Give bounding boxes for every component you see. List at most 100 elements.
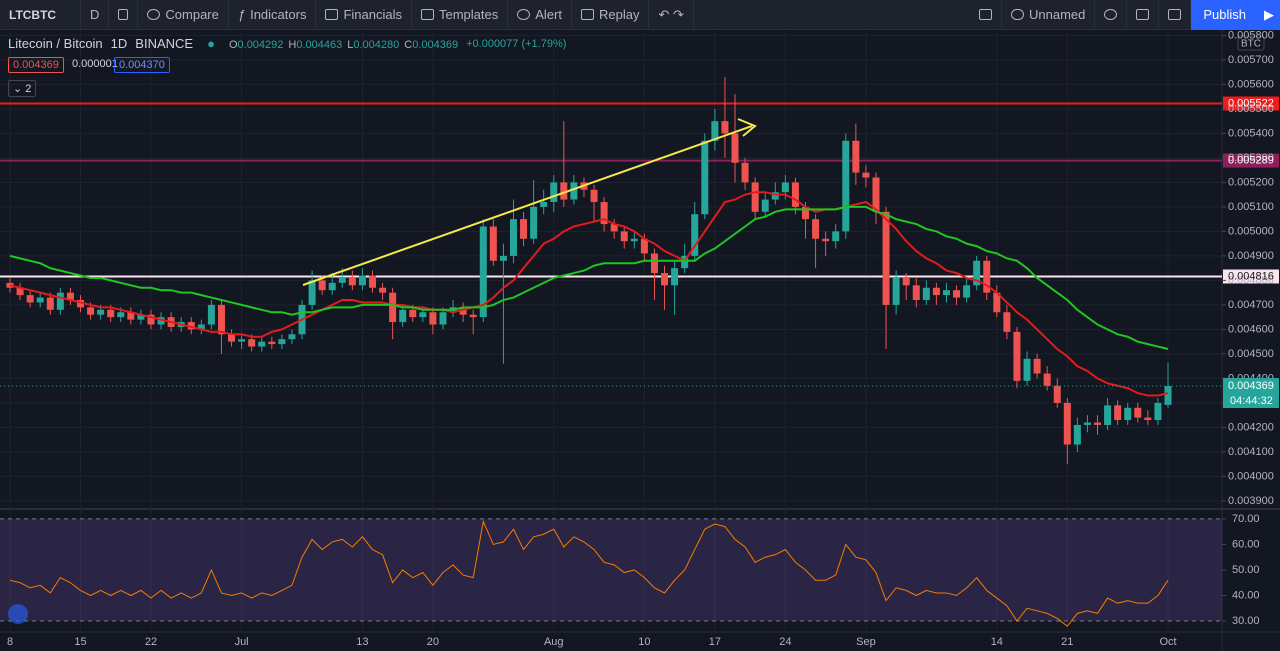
publish[interactable]: Publish (1191, 0, 1258, 30)
indicators-label: Indicators (250, 7, 307, 22)
templates[interactable]: Templates (412, 0, 509, 30)
candle-body (640, 238, 648, 254)
symbol[interactable]: LTCBTC (0, 0, 81, 30)
ohlc-key: H (288, 39, 297, 51)
candle-body (56, 292, 64, 310)
candle-body (731, 133, 739, 163)
candle-body (1104, 405, 1112, 425)
ask: 0.004370 (114, 57, 170, 73)
fx-icon: ƒ (237, 7, 246, 22)
ohlc: O0.004292 H0.004463 L0.004280 C0.004369 (229, 36, 458, 51)
price-label-box (1223, 96, 1279, 111)
candle-body (147, 314, 155, 325)
snapshot[interactable] (1159, 0, 1192, 30)
price-label: 0.004816 (1228, 270, 1274, 282)
candle-body (489, 226, 497, 261)
candle-body (942, 290, 950, 296)
candle-body (66, 292, 74, 301)
candle-body (661, 273, 669, 286)
candle-body (973, 260, 981, 286)
ohlc-item: H0.004463 (288, 36, 342, 51)
candle-body (76, 300, 84, 308)
candle-body (479, 226, 487, 318)
ohlc-item: L0.004280 (347, 36, 399, 51)
x-tick-label: 13 (356, 636, 368, 648)
candle-body (499, 255, 507, 261)
candle-body (399, 309, 407, 323)
candle-body (137, 314, 145, 320)
candle-body (1033, 358, 1041, 374)
candle-body (308, 280, 316, 305)
candle-body (771, 192, 779, 200)
candle-body (429, 312, 437, 325)
candle-body (389, 292, 397, 323)
maximize[interactable] (1127, 0, 1160, 30)
x-tick-label: 20 (427, 636, 439, 648)
candle-body (97, 309, 105, 315)
candle-body (902, 277, 910, 286)
candle-body (16, 287, 24, 296)
candle-body (812, 219, 820, 239)
candle-body (127, 312, 135, 320)
candle-body (650, 253, 658, 274)
candle-body (912, 285, 920, 301)
x-tick-label: Oct (1159, 636, 1176, 648)
candle-body (963, 285, 971, 298)
candle-body (187, 322, 195, 330)
indicator-count[interactable]: ⌄ 2 (8, 80, 37, 97)
price-label-box (1223, 153, 1279, 168)
play[interactable]: ▶ (1258, 0, 1280, 30)
candle-body (87, 307, 95, 315)
candle-body (1003, 312, 1011, 332)
candle-body (691, 214, 699, 256)
candle-body (1073, 424, 1081, 445)
y-tick-label: 0.005700 (1228, 54, 1274, 66)
candle-body (207, 304, 215, 325)
candle-body (560, 182, 568, 200)
indicators[interactable]: ƒ Indicators (229, 0, 317, 30)
candle-body (721, 121, 729, 134)
ohlc-value: 0.004280 (353, 39, 400, 51)
toolbar: LTCBTC D Compare ƒ Indicators Financials … (0, 0, 1280, 30)
fullscreen-toggle[interactable] (970, 0, 1002, 30)
y-tick-label: 0.004500 (1228, 348, 1274, 360)
candle-body (248, 339, 256, 347)
settings[interactable] (1095, 0, 1128, 30)
layout-label: Unnamed (1028, 7, 1086, 22)
candle-body (822, 238, 830, 242)
candle-body (1154, 402, 1162, 421)
candle-body (369, 275, 377, 288)
ohlc-key: C (404, 39, 413, 51)
rsi-band (0, 518, 1222, 622)
replay[interactable]: Replay (572, 0, 650, 30)
layout[interactable]: Unnamed (1002, 0, 1096, 30)
candle-body (107, 309, 115, 318)
last-price-box (1223, 377, 1279, 408)
compare[interactable]: Compare (138, 0, 229, 30)
candle-body (671, 268, 679, 286)
interval[interactable]: D (81, 0, 110, 30)
candle-body (268, 341, 276, 345)
undo-redo[interactable]: ↶ ↷ (649, 0, 694, 30)
candle-body (550, 182, 558, 203)
chart-style[interactable] (109, 0, 139, 30)
ohlc-key: L (347, 39, 354, 51)
candle-body (157, 317, 165, 325)
candle-body (278, 339, 286, 345)
candle-body (1094, 422, 1102, 425)
candle-body (852, 140, 860, 173)
alert[interactable]: Alert (508, 0, 572, 30)
candle-body (318, 280, 326, 291)
y-tick-label: 0.005600 (1228, 78, 1274, 90)
candle-body (801, 206, 809, 220)
candle-body (781, 182, 789, 193)
candle-body (1023, 358, 1031, 381)
x-tick-label: 21 (1061, 636, 1073, 648)
financials[interactable]: Financials (316, 0, 412, 30)
candle-body (348, 277, 356, 286)
y-tick-label: 0.003900 (1228, 495, 1274, 507)
rsi-pane (0, 510, 1222, 632)
candle-body (862, 172, 870, 178)
candle-body (681, 255, 689, 269)
